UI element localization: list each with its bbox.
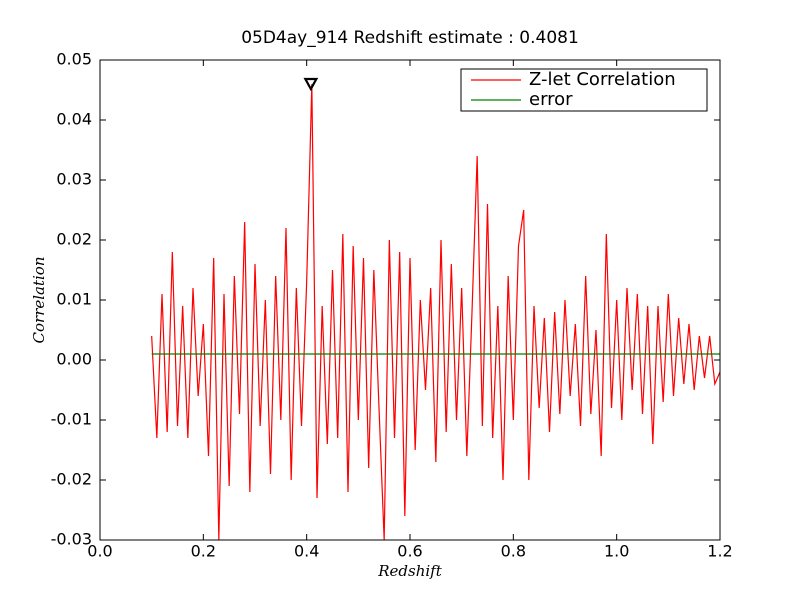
x-tick-label: 0.2 xyxy=(191,542,216,561)
y-tick-label: -0.03 xyxy=(51,530,92,549)
x-tick-label: 0.6 xyxy=(397,542,422,561)
peak-marker xyxy=(303,77,319,92)
x-tick-label: 1.0 xyxy=(604,542,629,561)
legend-box xyxy=(460,68,708,112)
y-tick-label: 0.00 xyxy=(56,350,92,369)
y-tick-label: 0.02 xyxy=(56,230,92,249)
legend-label: error xyxy=(529,89,573,110)
y-tick-label: -0.01 xyxy=(51,410,92,429)
x-tick-label: 0.8 xyxy=(501,542,526,561)
plot-area xyxy=(151,83,720,540)
x-tick-label: 0.4 xyxy=(294,542,319,561)
chart-title: 05D4ay_914 Redshift estimate : 0.4081 xyxy=(241,28,579,48)
y-tick-label: 0.01 xyxy=(56,290,92,309)
plot-frame xyxy=(99,59,721,541)
x-tick-label: 0.0 xyxy=(87,542,112,561)
legend-label: Z-let Correlation xyxy=(529,69,676,90)
y-tick-label: 0.04 xyxy=(56,110,92,129)
data-line xyxy=(151,83,720,540)
y-tick-label: -0.02 xyxy=(51,470,92,489)
y-tick-label: 0.03 xyxy=(56,170,92,189)
y-tick-label: 0.05 xyxy=(56,50,92,69)
y-axis-label: Correlation xyxy=(30,257,48,344)
x-tick-label: 1.2 xyxy=(707,542,732,561)
x-axis-label: Redshift xyxy=(377,562,442,580)
